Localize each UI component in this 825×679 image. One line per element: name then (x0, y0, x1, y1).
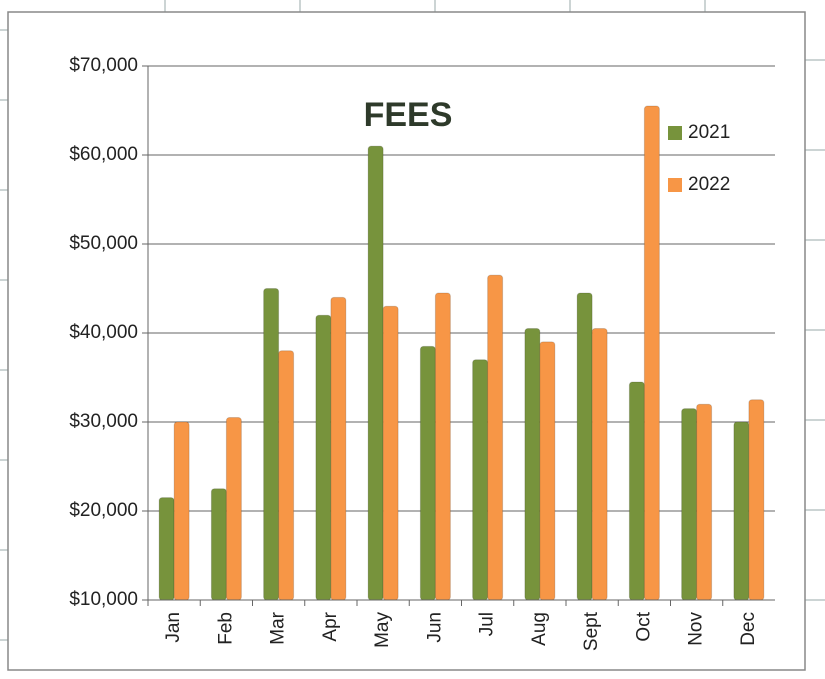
y-tick-label: $30,000 (69, 411, 138, 432)
bar (591, 328, 608, 601)
x-tick-label: Dec (738, 612, 759, 646)
y-tick-label: $50,000 (69, 233, 138, 254)
bar (748, 399, 765, 601)
bar (210, 488, 227, 601)
bar (576, 292, 593, 601)
bar (315, 314, 332, 601)
bar (487, 274, 504, 601)
legend-swatch (668, 126, 682, 140)
bar (225, 417, 242, 601)
x-tick-label: Sept (581, 611, 602, 651)
y-tick-label: $60,000 (69, 144, 138, 165)
y-tick-label: $20,000 (69, 500, 138, 521)
y-tick-label: $40,000 (69, 322, 138, 343)
legend-label: 2022 (688, 174, 730, 195)
bar (681, 408, 698, 601)
bar (434, 292, 451, 601)
bar (696, 403, 713, 601)
x-tick-label: Jul (477, 612, 498, 636)
x-tick-label: Nov (686, 612, 707, 646)
plot-area: $10,000 $20,000 $30,000 $40,000 $50,000 $60,0… (69, 55, 775, 651)
bar (382, 305, 399, 601)
bar (278, 350, 295, 601)
x-tick-label: Aug (529, 612, 550, 646)
bar (643, 105, 660, 601)
bar (539, 341, 556, 601)
x-tick-label: Feb (215, 612, 236, 645)
x-tick-label: Apr (320, 611, 341, 641)
x-tick-label: Jun (424, 612, 445, 643)
bar (367, 145, 384, 601)
legend-swatch (668, 178, 682, 192)
x-tick-label: Mar (268, 611, 289, 644)
bar (733, 421, 750, 601)
x-tick-label: May (372, 612, 393, 648)
chart-title: FEES (364, 96, 453, 134)
chart-frame (7, 11, 806, 671)
x-tick-label: Jan (163, 612, 184, 643)
y-tick-label: $10,000 (69, 589, 138, 610)
y-tick-label: $70,000 (69, 55, 138, 76)
bar (628, 381, 645, 601)
bar (472, 359, 489, 601)
legend-label: 2021 (688, 122, 730, 143)
sheet-grid (0, 0, 825, 641)
bar (158, 497, 175, 601)
bar (330, 296, 347, 601)
bar (173, 421, 190, 601)
x-tick-label: Oct (633, 611, 654, 641)
bar (524, 328, 541, 601)
bar (263, 288, 280, 601)
bar (419, 345, 436, 601)
